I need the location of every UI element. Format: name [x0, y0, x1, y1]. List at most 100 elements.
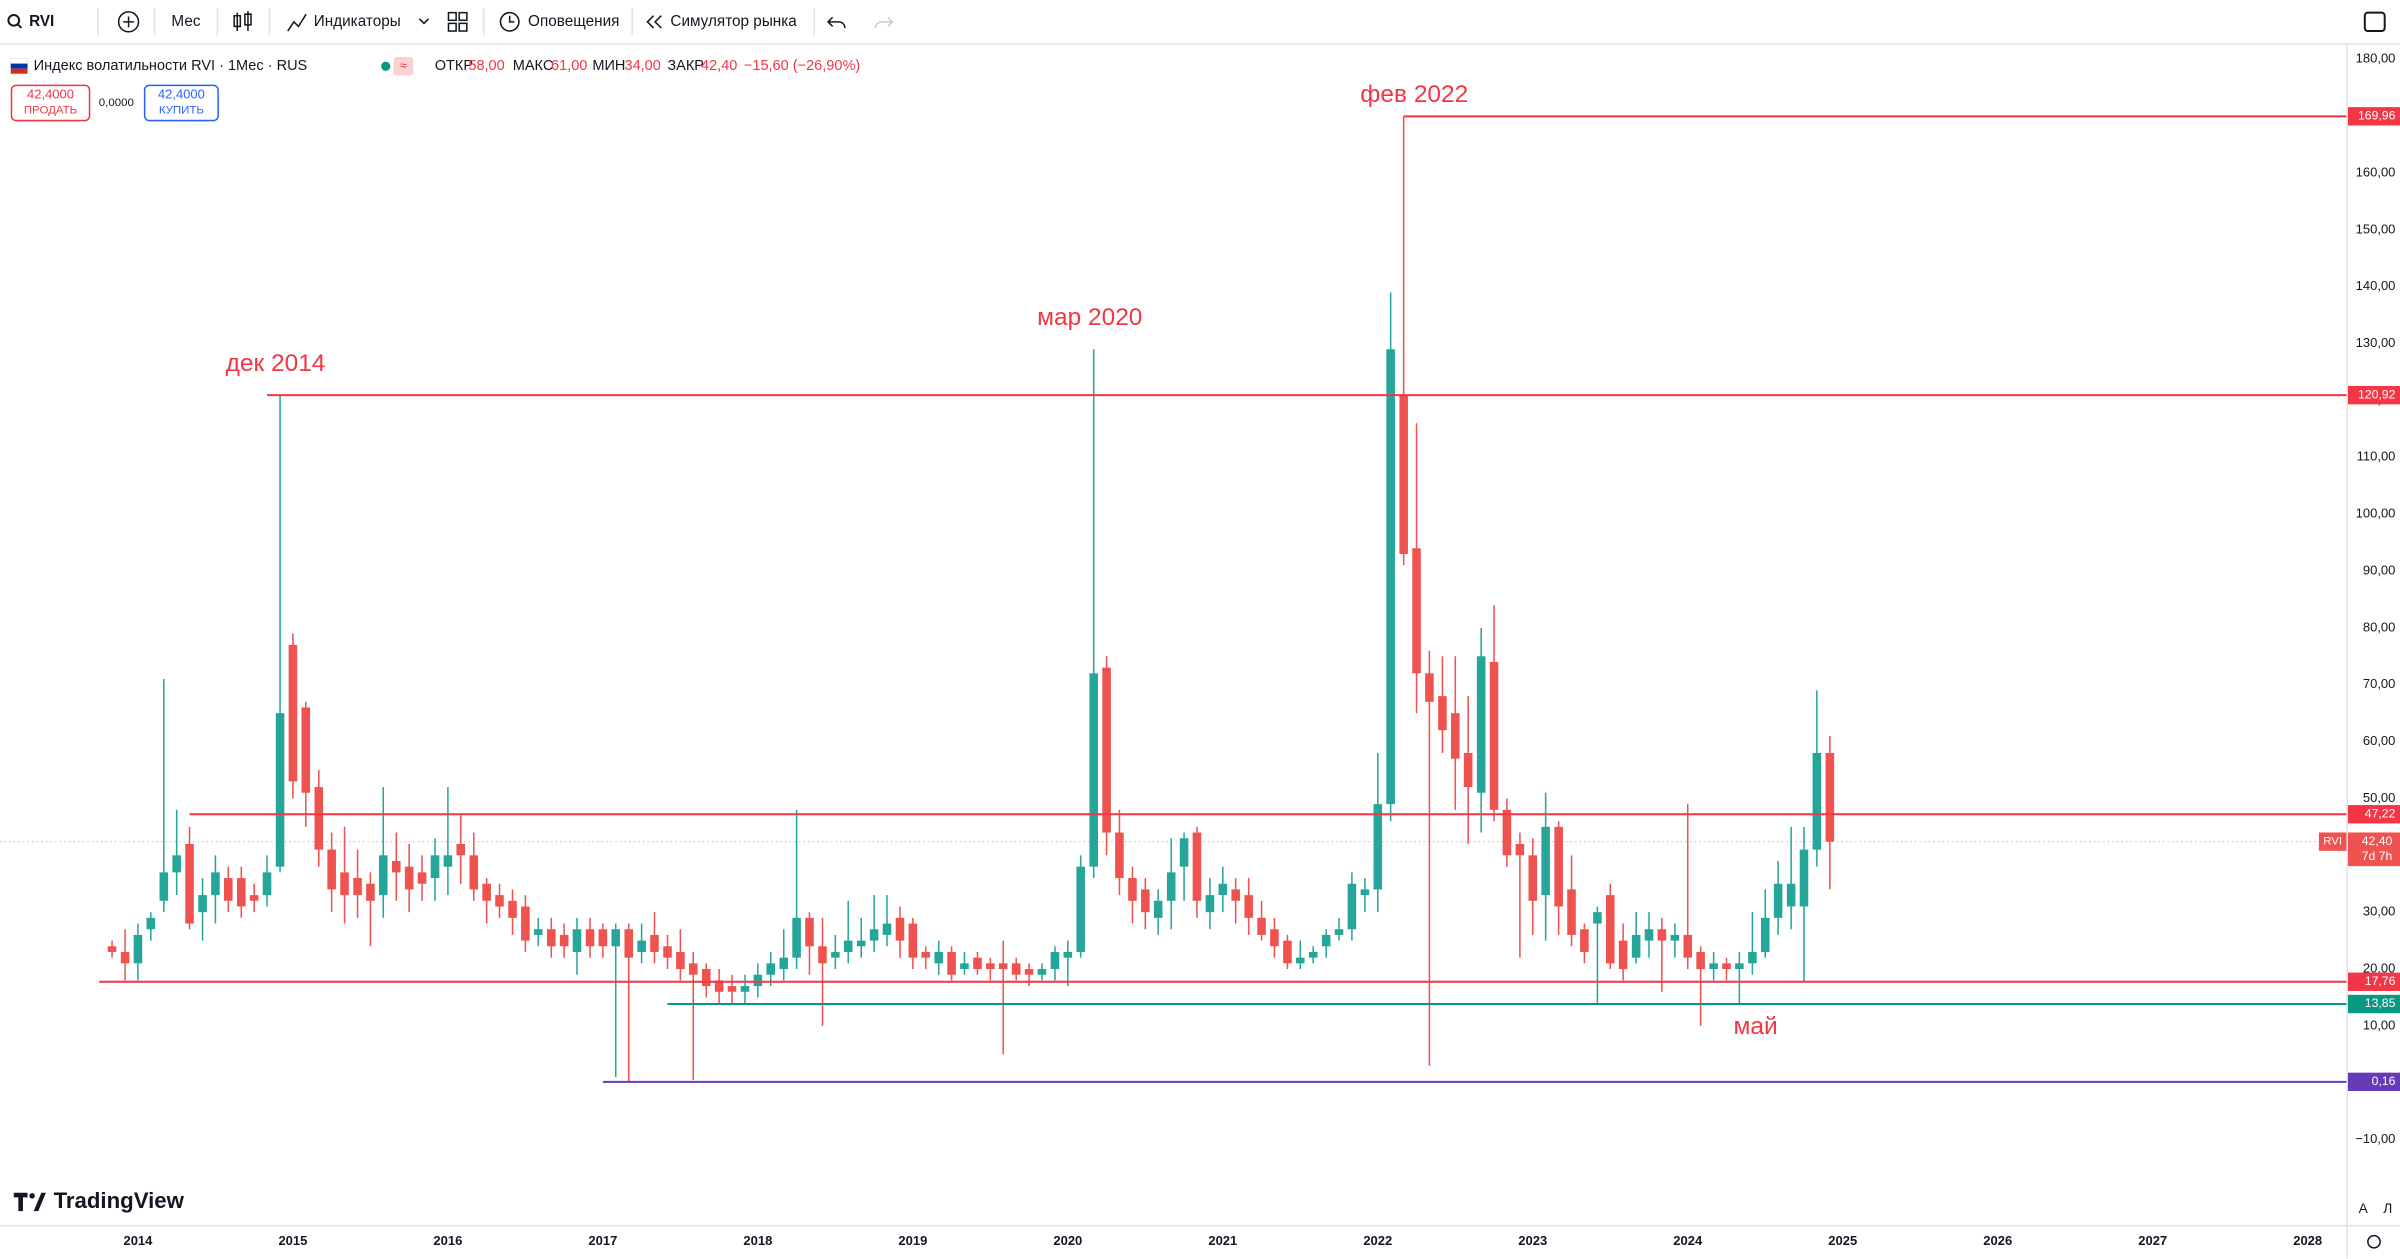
y-tick-label: 20,00	[2363, 960, 2396, 975]
candle-body	[1760, 917, 1770, 952]
candle-body	[1825, 752, 1835, 842]
dropdown-icon[interactable]	[418, 18, 430, 25]
candle-body	[1386, 349, 1395, 805]
candle-body	[1515, 843, 1525, 856]
compare-button[interactable]	[117, 11, 140, 33]
y-tick-label: 180,00	[2356, 51, 2396, 66]
search-icon[interactable]	[7, 13, 21, 27]
candle-body	[585, 929, 595, 947]
candle-body	[1257, 917, 1266, 935]
chart-type-button[interactable]	[233, 11, 252, 32]
candle-body	[779, 957, 789, 970]
candle-body	[1748, 951, 1757, 964]
candle-body	[237, 878, 246, 907]
countdown: 7d 7h	[2362, 849, 2393, 863]
candle-body	[1063, 951, 1073, 958]
level-label: 120,92	[2358, 387, 2396, 401]
settings-button[interactable]	[2367, 1234, 2381, 1249]
alerts-button[interactable]: Оповещения	[528, 13, 619, 30]
candle-body	[688, 963, 698, 975]
candle-body	[107, 946, 117, 952]
candle-body	[1489, 661, 1499, 810]
y-tick-label: 150,00	[2356, 221, 2396, 236]
x-tick-label: 2028	[2293, 1233, 2322, 1248]
candle-body	[856, 940, 866, 947]
level-label: 47,22	[2365, 806, 2396, 820]
candle-body	[1683, 934, 1693, 958]
candle-body	[392, 860, 401, 873]
y-tick-label: 160,00	[2356, 164, 2396, 179]
redo-button[interactable]	[874, 16, 894, 29]
indicators-button[interactable]: Индикаторы	[314, 13, 401, 30]
x-tick-label: 2026	[1983, 1233, 2012, 1248]
legend: Индекс волатильности RVI · 1Мес · RUS ≈ …	[10, 57, 860, 122]
x-tick-label: 2014	[123, 1233, 153, 1248]
candle-body	[1567, 889, 1576, 935]
flag-icon	[10, 68, 28, 74]
x-tick-label: 2021	[1208, 1233, 1237, 1248]
candle-body	[327, 849, 336, 890]
level-label-bg	[2347, 385, 2400, 405]
candle-body	[740, 986, 750, 992]
flag-icon	[10, 63, 28, 69]
candle-body	[947, 951, 956, 975]
candle-body	[1270, 929, 1279, 947]
candle-body	[211, 872, 220, 896]
candle-body	[340, 872, 349, 896]
layout-icon	[458, 22, 468, 32]
replay-button[interactable]: Симулятор рынка	[670, 13, 797, 30]
candle-body	[559, 934, 569, 947]
auto-scale-button[interactable]: A	[2359, 1201, 2369, 1216]
layout-icon	[447, 22, 457, 32]
candle-body	[701, 969, 711, 987]
interval[interactable]: Мес	[171, 13, 200, 30]
candle-body	[301, 707, 311, 793]
level-label-bg	[2347, 972, 2400, 991]
y-tick-label: 70,00	[2363, 676, 2396, 691]
annotation: мар 2020	[1037, 304, 1142, 331]
buy-label: КУПИТЬ	[159, 105, 204, 117]
sell-price: 42,4000	[27, 87, 74, 102]
candle-body	[1593, 912, 1602, 924]
buy-price: 42,4000	[158, 87, 205, 102]
layout-icon[interactable]	[447, 11, 457, 22]
level-label-bg	[2347, 805, 2400, 824]
candle-body	[262, 872, 272, 896]
x-tick-label: 2015	[278, 1233, 307, 1248]
y-tick-label: 110,00	[2357, 449, 2396, 464]
ohlc-value: 61,00	[551, 58, 587, 74]
candle-body	[482, 883, 491, 901]
y-tick-label: 130,00	[2356, 335, 2396, 350]
candle-body	[314, 787, 324, 850]
level-label: 169,96	[2358, 109, 2396, 123]
candle-body	[1076, 866, 1085, 952]
candle-body	[792, 917, 801, 958]
candle-body	[1218, 883, 1228, 896]
candle-body	[1722, 963, 1731, 970]
y-tick-label: 10,00	[2363, 1017, 2396, 1032]
candle-body	[882, 923, 892, 935]
brand-logo	[29, 1193, 35, 1199]
candle-body	[1438, 696, 1447, 731]
candle-body	[1334, 929, 1344, 935]
sell-button[interactable]	[10, 84, 91, 122]
legend-title: Индекс волатильности RVI · 1Мес · RUS	[34, 58, 308, 74]
candle-body	[1321, 934, 1331, 947]
undo-button[interactable]	[826, 16, 846, 29]
buy-button[interactable]	[143, 84, 219, 122]
plus-icon	[123, 16, 134, 28]
log-scale-button[interactable]: Л	[2383, 1201, 2392, 1216]
fullscreen-button[interactable]	[2363, 11, 2386, 33]
y-tick-label: 140,00	[2356, 278, 2396, 293]
candle-body	[1102, 667, 1111, 833]
symbol[interactable]: RVI	[29, 13, 54, 30]
candle-body	[1799, 849, 1809, 907]
sell-label: ПРОДАТЬ	[24, 105, 77, 117]
candle-body	[598, 929, 608, 947]
x-tick-label: 2024	[1673, 1233, 1703, 1248]
candle-body	[663, 946, 672, 958]
candle-body	[159, 872, 169, 901]
brand: TradingView	[13, 1188, 185, 1213]
